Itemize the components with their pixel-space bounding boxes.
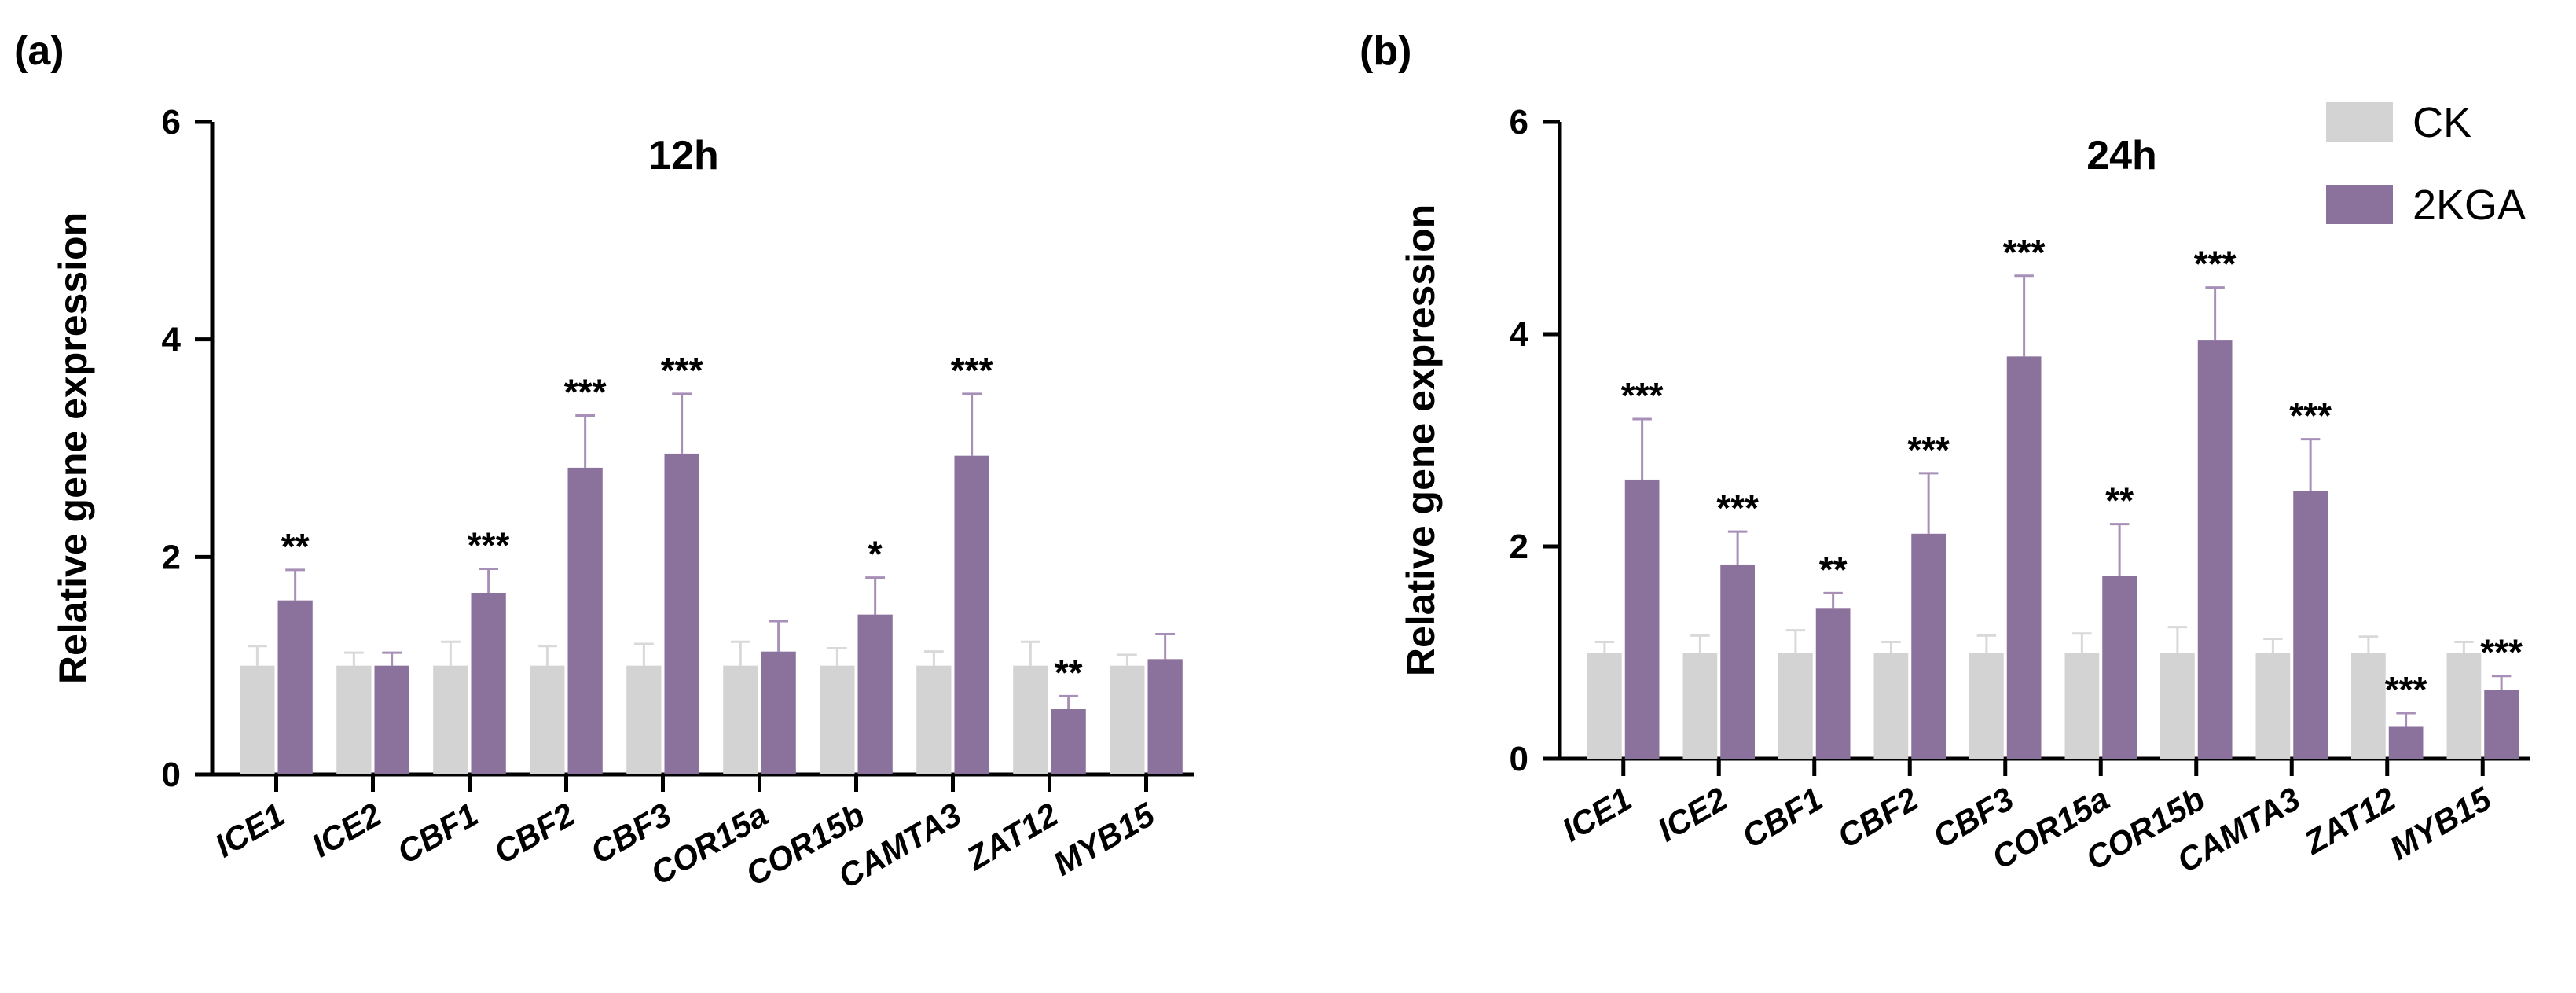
bar-2kga — [374, 665, 409, 774]
category-label: MYB15 — [2383, 780, 2497, 867]
bar-ck — [1682, 653, 1718, 759]
legend-label: CK — [2413, 99, 2471, 146]
category-label: ICE2 — [306, 796, 387, 864]
bar-2kga — [567, 467, 603, 774]
bar-2kga — [1147, 659, 1183, 774]
bar-ck — [2064, 653, 2100, 759]
category-label: CBF2 — [1831, 780, 1924, 855]
bar-ck — [2351, 653, 2386, 759]
bar-ck — [626, 665, 662, 774]
bar-ck — [1873, 653, 1909, 759]
significance-marker: *** — [661, 350, 703, 391]
y-tick-label: 2 — [1510, 528, 1528, 566]
bar-ck — [433, 665, 468, 774]
bar-ck — [336, 665, 372, 774]
significance-marker: ** — [1819, 549, 1848, 590]
significance-marker: * — [868, 534, 883, 575]
bar-ck — [1587, 653, 1622, 759]
bar-2kga — [2197, 340, 2233, 759]
significance-marker: *** — [2480, 632, 2523, 673]
bar-ck — [916, 665, 952, 774]
bar-2kga — [471, 592, 506, 774]
y-tick-label: 0 — [1510, 740, 1528, 778]
bar-ck — [240, 665, 275, 774]
legend: CK 2KGA — [2326, 99, 2526, 229]
bar-2kga — [664, 453, 699, 774]
bar-2kga — [1051, 709, 1086, 774]
y-tick-label: 4 — [1510, 315, 1529, 354]
bar-2kga — [1815, 608, 1851, 759]
y-tick-label: 0 — [162, 756, 181, 794]
bar-2kga — [2102, 576, 2137, 759]
bar-ck — [1013, 665, 1048, 774]
bar-2kga — [1624, 479, 1660, 759]
legend-swatch-ck — [2326, 102, 2393, 142]
bar-2kga — [857, 614, 893, 774]
panel-label: (b) — [1360, 28, 1411, 74]
significance-marker: *** — [1716, 487, 1759, 528]
bar-2kga — [954, 455, 989, 774]
significance-marker: *** — [2289, 395, 2332, 436]
significance-marker: *** — [468, 525, 510, 566]
y-tick-label: 6 — [162, 103, 181, 142]
significance-marker: *** — [2003, 232, 2046, 273]
category-label: ICE1 — [209, 796, 291, 864]
category-label: CBF1 — [391, 796, 484, 871]
chart-title: 12h — [648, 133, 719, 178]
category-label: ZAT12 — [960, 796, 1064, 877]
bar-2kga — [277, 600, 313, 774]
chart-title: 24h — [2086, 133, 2157, 178]
category-label: MYB15 — [1047, 796, 1161, 883]
significance-marker: *** — [564, 372, 607, 413]
significance-marker: *** — [1621, 375, 1664, 416]
significance-marker: ** — [2105, 480, 2134, 521]
bar-ck — [2446, 653, 2482, 759]
bar-ck — [2255, 653, 2291, 759]
legend-swatch-2kga — [2326, 185, 2393, 224]
category-label: ZAT12 — [2297, 780, 2402, 862]
bar-2kga — [1911, 533, 1946, 759]
bar-ck — [1778, 653, 1813, 759]
category-label: CBF2 — [488, 796, 581, 871]
panel-label: (a) — [14, 28, 64, 74]
significance-marker: *** — [2385, 669, 2427, 710]
y-axis-label: Relative gene expression — [1399, 204, 1443, 676]
category-label: ICE2 — [1651, 780, 1733, 848]
bar-ck — [723, 665, 758, 774]
bar-2kga — [2006, 356, 2042, 759]
significance-marker: ** — [1055, 652, 1083, 693]
bar-ck — [2160, 653, 2195, 759]
panel-b: (b) 24h Relative gene expression 0 2 4 6 ICE1 **… — [1360, 28, 2530, 880]
bar-ck — [820, 665, 855, 774]
y-tick-label: 6 — [1510, 103, 1528, 142]
significance-marker: *** — [951, 350, 993, 391]
bar-2kga — [2388, 726, 2424, 759]
bar-ck — [530, 665, 565, 774]
bar-ck — [1969, 653, 2004, 759]
y-tick-label: 2 — [162, 538, 181, 576]
significance-marker: *** — [2194, 244, 2237, 285]
bar-2kga — [1720, 564, 1755, 759]
significance-marker: *** — [1907, 429, 1950, 470]
y-axis-label: Relative gene expression — [51, 212, 95, 684]
significance-marker: ** — [281, 526, 310, 567]
y-tick-label: 4 — [162, 321, 182, 359]
bar-2kga — [2293, 491, 2328, 759]
bar-2kga — [761, 651, 796, 774]
legend-label: 2KGA — [2413, 182, 2526, 229]
bar-2kga — [2484, 690, 2519, 759]
category-label: ICE1 — [1556, 780, 1638, 848]
category-label: CBF1 — [1736, 780, 1829, 855]
bar-ck — [1110, 665, 1145, 774]
